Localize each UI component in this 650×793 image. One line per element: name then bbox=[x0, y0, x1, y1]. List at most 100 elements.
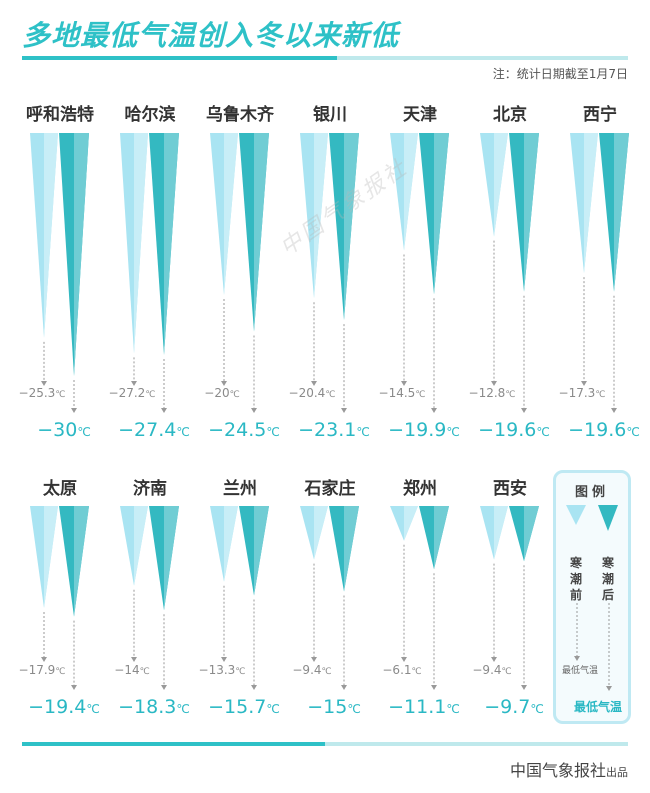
after-arrow-head bbox=[431, 408, 437, 413]
before-bar-highlight bbox=[44, 133, 58, 338]
city-group: 哈尔滨 −27.2℃ −27.4℃ bbox=[109, 104, 190, 441]
city-label: 石家庄 bbox=[304, 478, 356, 499]
after-arrow-head bbox=[71, 685, 77, 690]
after-bar-highlight bbox=[254, 133, 269, 332]
after-arrow-head bbox=[71, 408, 77, 413]
after-bar-highlight bbox=[434, 133, 449, 295]
after-arrow-head bbox=[431, 685, 437, 690]
legend-after-triangle bbox=[598, 505, 618, 531]
city-label: 西宁 bbox=[583, 104, 617, 125]
after-value-label: −18.3℃ bbox=[118, 696, 190, 718]
legend-after-label: 寒潮后 bbox=[601, 556, 614, 602]
city-group: 西安 −9.4℃ −9.7℃ bbox=[472, 478, 543, 718]
after-arrow-head bbox=[251, 408, 257, 413]
after-arrow-head bbox=[161, 408, 167, 413]
before-value-label: −17.3℃ bbox=[559, 386, 606, 400]
before-value-label: −17.9℃ bbox=[19, 663, 66, 677]
city-group: 郑州 −6.1℃ −11.1℃ bbox=[382, 478, 459, 718]
before-value-label: −27.2℃ bbox=[109, 386, 156, 400]
before-arrow-head bbox=[311, 381, 317, 386]
city-group: 兰州 −13.3℃ −15.7℃ bbox=[199, 478, 280, 718]
city-label: 北京 bbox=[493, 104, 527, 125]
after-bar-highlight bbox=[164, 506, 179, 611]
after-arrow-head bbox=[341, 685, 347, 690]
after-value-label: −24.5℃ bbox=[208, 419, 280, 441]
before-arrow-head bbox=[221, 657, 227, 662]
before-arrow-head bbox=[311, 657, 317, 662]
city-group: 济南 −14℃ −18.3℃ bbox=[114, 478, 190, 718]
city-group: 石家庄 −9.4℃ −15℃ bbox=[292, 478, 360, 718]
before-bar-highlight bbox=[134, 506, 148, 586]
before-value-label: −20.4℃ bbox=[289, 386, 336, 400]
before-arrow-head bbox=[221, 381, 227, 386]
city-label: 太原 bbox=[43, 478, 77, 499]
page-title: 多地最低气温创入冬以来新低 bbox=[22, 19, 400, 52]
after-value-label: −19.9℃ bbox=[388, 419, 460, 441]
after-value-label: −19.6℃ bbox=[568, 419, 640, 441]
after-arrow-head bbox=[341, 408, 347, 413]
city-label: 郑州 bbox=[403, 478, 437, 499]
legend: 图例 寒潮前 寒潮后 最低气温 最低气温 bbox=[553, 470, 631, 724]
city-group: 呼和浩特 −25.3℃ −30℃ bbox=[19, 104, 94, 441]
city-label: 济南 bbox=[133, 478, 167, 499]
before-arrow-head bbox=[491, 381, 497, 386]
city-group: 西宁 −17.3℃ −19.6℃ bbox=[559, 104, 640, 441]
after-value-label: −15.7℃ bbox=[208, 696, 280, 718]
city-label: 呼和浩特 bbox=[26, 104, 94, 125]
after-bar-highlight bbox=[74, 506, 89, 617]
before-value-label: −9.4℃ bbox=[472, 663, 511, 677]
before-bar-highlight bbox=[134, 133, 148, 354]
before-value-label: −6.1℃ bbox=[382, 663, 421, 677]
after-value-label: −9.7℃ bbox=[484, 696, 544, 718]
bottom-divider bbox=[22, 742, 628, 746]
before-arrow-head bbox=[401, 657, 407, 662]
after-arrow-head bbox=[521, 408, 527, 413]
city-label: 哈尔滨 bbox=[125, 104, 176, 125]
date-note: 注：统计日期截至1月7日 bbox=[492, 67, 628, 81]
after-value-label: −19.4℃ bbox=[28, 696, 100, 718]
after-bar-highlight bbox=[524, 133, 539, 292]
after-bar-highlight bbox=[524, 506, 539, 562]
top-divider bbox=[22, 56, 628, 60]
before-arrow-head bbox=[581, 381, 587, 386]
before-value-label: −9.4℃ bbox=[292, 663, 331, 677]
before-value-label: −14℃ bbox=[114, 663, 149, 677]
source-credit: 中国气象报社出品 bbox=[510, 757, 628, 781]
before-bar-highlight bbox=[494, 506, 508, 560]
before-bar-highlight bbox=[314, 506, 328, 560]
before-arrow-head bbox=[41, 381, 47, 386]
before-arrow-head bbox=[401, 381, 407, 386]
legend-min-temp-after: 最低气温 bbox=[574, 700, 623, 714]
before-arrow-head bbox=[131, 657, 137, 662]
after-bar-highlight bbox=[254, 506, 269, 596]
city-label: 乌鲁木齐 bbox=[206, 104, 275, 125]
city-group: 银川 −20.4℃ −23.1℃ bbox=[289, 104, 370, 441]
before-bar-highlight bbox=[44, 506, 58, 609]
before-bar-highlight bbox=[224, 133, 238, 295]
city-label: 兰州 bbox=[223, 478, 257, 499]
legend-title: 图例 bbox=[574, 485, 609, 500]
after-bar-highlight bbox=[434, 506, 449, 570]
after-value-label: −11.1℃ bbox=[388, 696, 460, 718]
legend-arrows bbox=[574, 603, 612, 691]
before-value-label: −13.3℃ bbox=[199, 663, 246, 677]
legend-min-temp-before: 最低气温 bbox=[562, 666, 599, 676]
city-group: 乌鲁木齐 −20℃ −24.5℃ bbox=[204, 104, 280, 441]
before-value-label: −14.5℃ bbox=[379, 386, 426, 400]
after-bar-highlight bbox=[344, 506, 359, 592]
before-bar-highlight bbox=[494, 133, 508, 237]
before-value-label: −12.8℃ bbox=[469, 386, 516, 400]
source-name: 中国气象报社 bbox=[509, 761, 606, 780]
before-value-label: −20℃ bbox=[204, 386, 239, 400]
before-bar-highlight bbox=[314, 133, 328, 299]
before-bar-highlight bbox=[404, 506, 418, 541]
after-value-label: −30℃ bbox=[37, 419, 91, 441]
before-arrow-head bbox=[41, 657, 47, 662]
after-value-label: −27.4℃ bbox=[118, 419, 190, 441]
before-arrow-head bbox=[491, 657, 497, 662]
legend-before-label: 寒潮前 bbox=[569, 556, 582, 602]
after-value-label: −15℃ bbox=[307, 696, 361, 718]
source-suffix: 出品 bbox=[606, 766, 628, 779]
before-bar-highlight bbox=[224, 506, 238, 582]
